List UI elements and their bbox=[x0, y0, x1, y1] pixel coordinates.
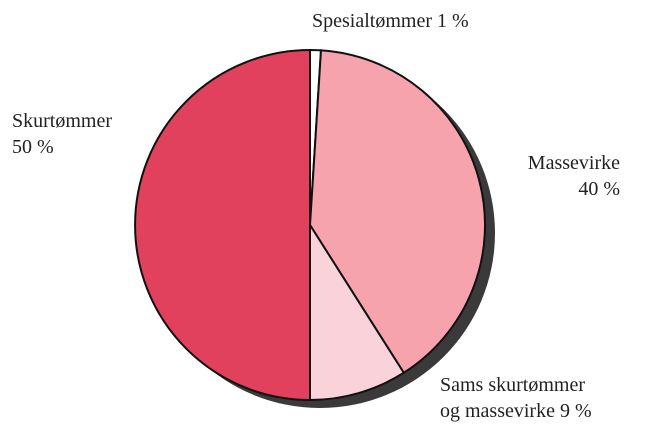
category-label: Skurtømmer bbox=[12, 110, 112, 132]
slice-label: Spesialtømmer 1 % bbox=[312, 8, 469, 34]
slice-label: Massevirke 40 % bbox=[528, 150, 620, 202]
slice-label: Sams skurtømmer og massevirke 9 % bbox=[440, 372, 598, 424]
value-label: 9 % bbox=[559, 400, 592, 422]
category-label: Sams skurtømmer og massevirke bbox=[440, 374, 585, 422]
value-label: 40 % bbox=[578, 178, 620, 200]
value-label: 1 % bbox=[436, 10, 469, 32]
category-label: Spesialtømmer bbox=[312, 10, 432, 32]
slice-label: Skurtømmer 50 % bbox=[12, 108, 112, 160]
category-label: Massevirke bbox=[527, 152, 620, 174]
value-label: 50 % bbox=[12, 136, 54, 158]
pie-slice bbox=[134, 48, 311, 402]
pie-slice bbox=[309, 221, 406, 402]
